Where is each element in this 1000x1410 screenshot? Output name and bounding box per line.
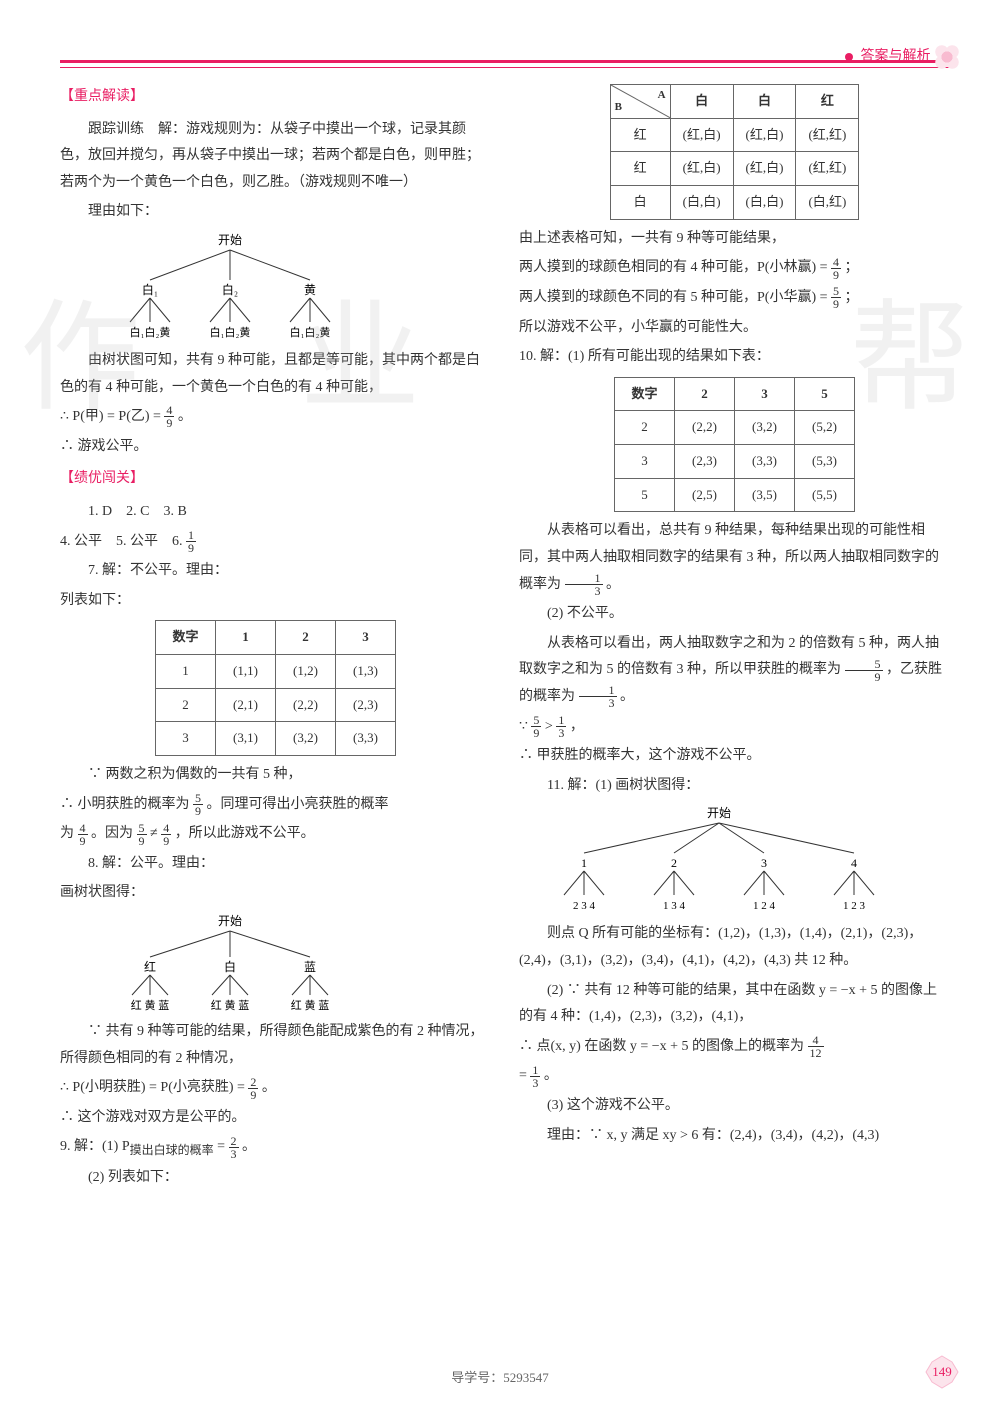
section-heading: 【绩优闯关】	[60, 466, 491, 493]
table-9: A B 白 白 红 红(红,白)(红,白)(红,红) 红(红,白)(红,白)(红…	[610, 84, 860, 220]
body-text: 11. 解：(1) 画树状图得：	[519, 773, 950, 800]
table-head: 数字	[156, 621, 216, 655]
svg-text:2: 2	[671, 856, 677, 870]
svg-text:红 黄 蓝: 红 黄 蓝	[211, 998, 250, 1012]
header-badge: 答案与解析	[845, 44, 960, 70]
body-text: (2) 列表如下：	[60, 1165, 491, 1192]
answer-line: 1. D 2. C 3. B	[60, 499, 491, 526]
svg-text:白₂: 白₂	[222, 282, 238, 297]
dot-icon	[845, 53, 853, 61]
svg-text:红 黄 蓝: 红 黄 蓝	[131, 998, 170, 1012]
section-heading: 【重点解读】	[60, 84, 491, 111]
tree-diagram-11: 开始 1 2 3 4 2 3 4 1 3 4 1 2 4 1	[529, 805, 950, 915]
body-text: = 13 。	[519, 1063, 950, 1090]
body-text: 8. 解：公平。理由：	[60, 851, 491, 878]
tree-diagram-8: 开始 红 白 蓝 红 黄 蓝 红 黄 蓝 红 黄 蓝	[100, 913, 491, 1013]
body-text: 理由如下：	[60, 199, 491, 226]
body-text: 从表格可以看出，总共有 9 种结果，每种结果出现的可能性相同，其中两人抽取相同数…	[519, 518, 950, 598]
svg-text:4: 4	[851, 856, 857, 870]
divider-bar-thin	[60, 67, 950, 68]
table-head: 1	[216, 621, 276, 655]
body-text: (2) 不公平。	[519, 601, 950, 628]
tree-diagram-1: 开始 白₁ 白₂ 黄 白₁白₂黄 白₁白₂黄 白₁白₂黄	[100, 232, 491, 342]
body-text: ∴ P(甲) = P(乙) = 49 。	[60, 404, 491, 431]
svg-text:2 3 4: 2 3 4	[573, 900, 596, 912]
body-text: ∴ 小明获胜的概率为 59 。同理可得出小亮获胜的概率	[60, 792, 491, 819]
body-text: ∵ 两数之积为偶数的一共有 5 种，	[60, 762, 491, 789]
svg-text:1: 1	[581, 856, 587, 870]
tree-root: 开始	[218, 233, 242, 247]
table-diag-head: A B	[610, 85, 670, 119]
body-text: 7. 解：不公平。理由：	[60, 558, 491, 585]
content-columns: 【重点解读】 跟踪训练 解：游戏规则为：从袋子中摸出一个球，记录其颜色，放回并搅…	[60, 78, 950, 1195]
body-text: ∴ 这个游戏对双方是公平的。	[60, 1105, 491, 1132]
body-text: 为 49 。因为 59 ≠ 49 ，所以此游戏不公平。	[60, 821, 491, 848]
body-text: (3) 这个游戏不公平。	[519, 1093, 950, 1120]
table-10: 数字 2 3 5 2(2,2)(3,2)(5,2) 3(2,3)(3,3)(5,…	[614, 377, 855, 513]
svg-text:开始: 开始	[707, 806, 731, 820]
body-text: 则点 Q 所有可能的坐标有：(1,2)，(1,3)，(1,4)，(2,1)，(2…	[519, 921, 950, 974]
body-text: 10. 解：(1) 所有可能出现的结果如下表：	[519, 344, 950, 371]
right-column: A B 白 白 红 红(红,白)(红,白)(红,红) 红(红,白)(红,白)(红…	[519, 78, 950, 1195]
body-text: ∴ P(小明获胜) = P(小亮获胜) = 29 。	[60, 1075, 491, 1102]
page-number: 149	[924, 1354, 960, 1390]
svg-text:白₁: 白₁	[142, 282, 158, 297]
table-head: 2	[276, 621, 336, 655]
table-7: 数字 1 2 3 1(1,1)(1,2)(1,3) 2(2,1)(2,2)(2,…	[155, 620, 396, 756]
left-column: 【重点解读】 跟踪训练 解：游戏规则为：从袋子中摸出一个球，记录其颜色，放回并搅…	[60, 78, 491, 1195]
body-text: 画树状图得：	[60, 880, 491, 907]
body-text: 由树状图可知，共有 9 种可能，且都是等可能，其中两个都是白色的有 4 种可能，…	[60, 348, 491, 401]
body-text: ∴ 甲获胜的概率大，这个游戏不公平。	[519, 743, 950, 770]
divider-bar	[60, 60, 950, 63]
body-text: 跟踪训练 解：游戏规则为：从袋子中摸出一个球，记录其颜色，放回并搅匀，再从袋子中…	[60, 117, 491, 197]
svg-text:白₁白₂黄: 白₁白₂黄	[130, 325, 171, 339]
body-text: 9. 解：(1) P摸出白球的概率 = 23 。	[60, 1134, 491, 1162]
svg-text:白₁白₂黄: 白₁白₂黄	[210, 325, 251, 339]
svg-text:1 2 4: 1 2 4	[753, 900, 776, 912]
svg-text:1 2 3: 1 2 3	[843, 900, 866, 912]
body-text: ∴ 游戏公平。	[60, 434, 491, 461]
svg-text:白₁白₂黄: 白₁白₂黄	[290, 325, 331, 339]
svg-text:开始: 开始	[218, 914, 242, 928]
svg-text:3: 3	[761, 856, 767, 870]
body-text: 从表格可以看出，两人抽取数字之和为 2 的倍数有 5 种，两人抽取数字之和为 5…	[519, 631, 950, 711]
body-text: 列表如下：	[60, 588, 491, 615]
body-text: (2) ∵ 共有 12 种等可能的结果，其中在函数 y = −x + 5 的图像…	[519, 978, 950, 1031]
body-text: 由上述表格可知，一共有 9 种等可能结果，	[519, 226, 950, 253]
svg-text:1 3 4: 1 3 4	[663, 900, 686, 912]
body-text: 理由：∵ x, y 满足 xy > 6 有：(2,4)，(3,4)，(4,2)，…	[519, 1123, 950, 1150]
answer-line: 4. 公平 5. 公平 6. 19	[60, 529, 491, 556]
svg-text:红 黄 蓝: 红 黄 蓝	[291, 998, 330, 1012]
svg-text:白: 白	[224, 959, 236, 974]
footer: 导学号：5293547	[60, 1367, 940, 1386]
svg-text:蓝: 蓝	[304, 960, 316, 974]
body-text: 两人摸到的球颜色不同的有 5 种可能，P(小华赢) = 59 ；	[519, 285, 950, 312]
flower-icon	[934, 44, 960, 70]
body-text: ∵ 共有 9 种等可能的结果，所得颜色能配成紫色的有 2 种情况，所得颜色相同的…	[60, 1019, 491, 1072]
header-badge-text: 答案与解析	[861, 49, 931, 64]
body-text: 两人摸到的球颜色相同的有 4 种可能，P(小林赢) = 49 ；	[519, 255, 950, 282]
svg-text:黄: 黄	[304, 283, 316, 297]
table-head: 3	[336, 621, 396, 655]
body-text: ∵ 59 > 13 ，	[519, 714, 950, 741]
body-text: ∴ 点(x, y) 在函数 y = −x + 5 的图像上的概率为 412	[519, 1034, 950, 1061]
svg-text:红: 红	[144, 959, 156, 974]
body-text: 所以游戏不公平，小华赢的可能性大。	[519, 315, 950, 342]
footer-label: 导学号：5293547	[451, 1370, 549, 1385]
